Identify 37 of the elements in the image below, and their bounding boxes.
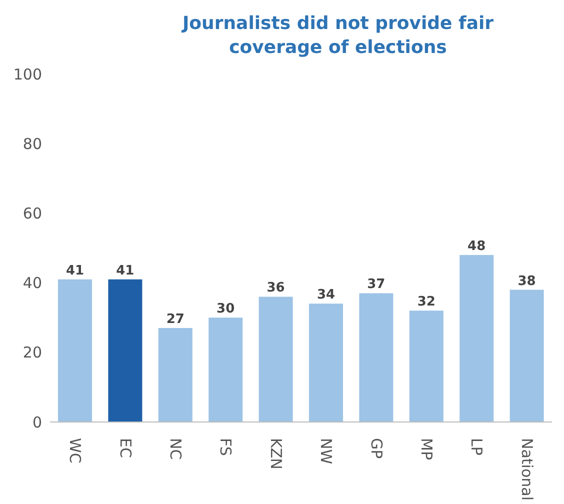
data-label: 34 (316, 288, 336, 303)
y-tick-label: 0 (32, 413, 42, 432)
data-label: 41 (66, 263, 84, 278)
data-label: 37 (367, 277, 386, 292)
x-tick-label: GP (367, 438, 386, 459)
data-label: 30 (216, 302, 235, 317)
data-label: 41 (116, 263, 134, 278)
data-label: 48 (468, 238, 486, 254)
data-label: 38 (518, 274, 536, 289)
x-tick-label: NW (317, 438, 336, 464)
bar (409, 310, 444, 422)
x-tick-label: LP (468, 438, 486, 456)
bar (309, 304, 343, 422)
x-tick-label: NC (166, 438, 184, 460)
data-label: 32 (417, 294, 436, 310)
bar (108, 279, 142, 422)
y-tick-label: 100 (13, 65, 42, 84)
data-label: 36 (266, 280, 285, 296)
y-tick-label: 60 (22, 204, 42, 223)
x-tick-label: National (518, 438, 536, 501)
x-tick-label: MP (418, 438, 436, 460)
x-tick-label: KZN (266, 438, 285, 470)
x-tick-label: FS (216, 438, 235, 456)
bar (359, 293, 394, 422)
y-tick-label: 20 (22, 344, 42, 362)
bar (258, 296, 293, 422)
bar (208, 318, 243, 422)
data-label: 27 (166, 312, 184, 328)
bar (510, 290, 544, 422)
chart-title: Journalists did not provide fair coverage of elections (180, 12, 495, 60)
x-tick-label: WC (66, 438, 84, 464)
bar (460, 254, 494, 422)
y-tick-label: 80 (22, 134, 42, 153)
bar (58, 279, 92, 422)
bar (158, 328, 192, 422)
y-tick-label: 40 (22, 274, 42, 292)
x-tick-label: EC (116, 438, 134, 458)
